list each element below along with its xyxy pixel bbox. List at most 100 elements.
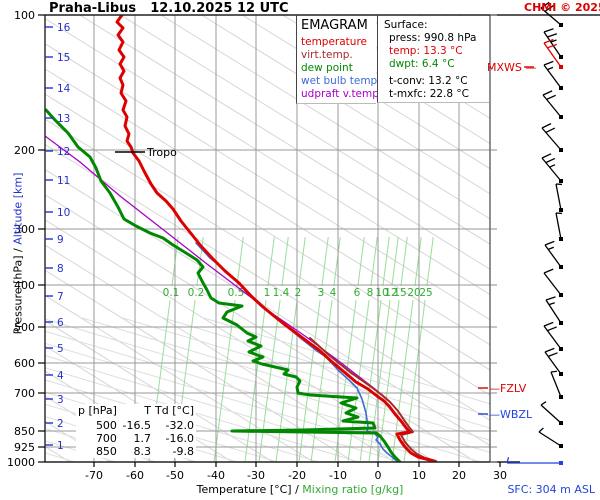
page-title: Praha-Libus 12.10.2025 12 UTC — [49, 1, 289, 16]
svg-text:1: 1 — [57, 440, 64, 452]
svg-text:-60: -60 — [126, 469, 144, 482]
temperature-axis: -70 -60 -50 -40 -30 -20 -10 0 10 20 30 — [85, 462, 507, 482]
svg-text:-50: -50 — [166, 469, 184, 482]
wind-barb — [543, 268, 563, 297]
svg-text:2: 2 — [57, 418, 64, 430]
sounding-curves — [45, 15, 437, 462]
svg-text:700: 700 — [14, 387, 35, 400]
svg-text:4: 4 — [57, 370, 64, 382]
svg-text:8: 8 — [367, 287, 374, 299]
svg-text:600: 600 — [14, 357, 35, 370]
wind-barb — [541, 153, 563, 183]
wind-barb-column — [506, 1, 563, 465]
cell-t-850: 8.3 — [133, 445, 152, 458]
svg-text:25: 25 — [419, 287, 432, 299]
surface-panel: Surface: press: 990.8 hPa temp: 13.3 °C … — [377, 16, 489, 103]
svg-text:-70: -70 — [85, 469, 103, 482]
cell-p-500: 500 — [95, 419, 117, 432]
table-row: 700 1.7 -16.0 — [76, 432, 196, 445]
wind-barb — [543, 38, 563, 69]
svg-text:100: 100 — [14, 9, 35, 22]
x-axis-title: Temperature [°C] / Mixing ratio [g/kg] — [150, 483, 450, 496]
svg-text:-30: -30 — [247, 469, 265, 482]
wind-barb — [550, 370, 563, 399]
table-row: 500 -16.5 -32.0 — [76, 419, 196, 432]
svg-text:6: 6 — [354, 287, 361, 299]
wind-barb — [540, 1, 563, 27]
station-name: Praha-Libus — [49, 1, 137, 16]
y-axis-separator: / — [11, 244, 25, 256]
credit-label: CHMI © 2025 — [524, 1, 600, 14]
wind-barb — [506, 457, 563, 465]
svg-text:4: 4 — [330, 287, 337, 299]
levels-table-header-row: p [hPa] T Td [°C] — [76, 404, 196, 419]
y-axis-pressure-label: Pressure [hPa] — [11, 255, 25, 335]
col-temp: T — [144, 404, 151, 417]
svg-text:8: 8 — [57, 263, 64, 275]
svg-text:925: 925 — [14, 441, 35, 454]
svg-text:13: 13 — [57, 113, 70, 125]
wind-barb — [545, 296, 563, 325]
svg-text:1000: 1000 — [7, 456, 35, 469]
wind-barb — [543, 28, 563, 59]
freezing-level-label: —FZLV — [489, 382, 527, 395]
svg-text:3: 3 — [318, 287, 325, 299]
svg-text:10: 10 — [412, 469, 426, 482]
svg-text:500: 500 — [14, 321, 35, 334]
max-wind-label: MXWS — — [487, 61, 537, 74]
legend-item-updraft: udpraft v.temp. — [301, 88, 383, 100]
wind-barb — [555, 183, 563, 212]
wind-barb — [540, 401, 563, 425]
surface-temp: temp: 13.3 °C — [389, 45, 463, 57]
wind-barb — [542, 90, 563, 119]
surface-tmxfc: t-mxfc: 22.8 °C — [389, 88, 469, 100]
legend-title: EMAGRAM — [301, 18, 368, 33]
svg-text:850: 850 — [14, 425, 35, 438]
svg-text:1: 1 — [264, 287, 271, 299]
svg-text:200: 200 — [14, 144, 35, 157]
y-axis-title: Pressure [hPa] / Altitude [km] — [12, 154, 25, 354]
altitude-axis: 16 15 14 13 12 11 10 9 8 7 6 5 4 3 2 1 — [45, 22, 71, 452]
svg-text:14: 14 — [57, 83, 71, 95]
sounding-datetime: 12.10.2025 12 UTC — [150, 1, 289, 16]
x-axis-temperature-label: Temperature [°C] — [196, 483, 292, 496]
y-axis-altitude-label: Altitude [km] — [11, 172, 25, 245]
wind-barb — [543, 60, 563, 90]
curve-temperature — [115, 15, 435, 462]
wind-barb — [541, 123, 563, 152]
wind-barb — [543, 321, 563, 351]
wind-barb — [538, 427, 563, 448]
svg-text:10: 10 — [57, 207, 70, 219]
svg-text:-40: -40 — [207, 469, 225, 482]
wind-barb — [544, 347, 563, 376]
wind-barb — [544, 240, 563, 269]
svg-text:6: 6 — [57, 317, 64, 329]
cell-td-500: -32.0 — [165, 419, 194, 432]
cell-td-850: -9.8 — [172, 445, 194, 458]
surface-title: Surface: — [384, 19, 428, 31]
svg-text:0.1: 0.1 — [163, 287, 180, 299]
legend-item-wet-bulb: wet bulb temp. — [301, 75, 381, 87]
svg-text:0: 0 — [375, 469, 382, 482]
svg-text:30: 30 — [493, 469, 507, 482]
levels-table: p [hPa] T Td [°C] 500 -16.5 -32.0 700 1.… — [76, 404, 196, 458]
surface-dewpoint: dwpt: 6.4 °C — [389, 58, 455, 70]
svg-text:-10: -10 — [329, 469, 347, 482]
curve-virt_temp — [309, 337, 437, 462]
svg-text:0.5: 0.5 — [228, 287, 245, 299]
plot-frame — [44, 14, 600, 463]
svg-text:3: 3 — [57, 394, 64, 406]
surface-tconv: t-conv: 13.2 °C — [389, 75, 468, 87]
svg-text:300: 300 — [14, 223, 35, 236]
cell-td-700: -16.0 — [165, 432, 194, 445]
svg-text:11: 11 — [57, 175, 70, 187]
cell-p-850: 850 — [95, 445, 117, 458]
table-row: 850 8.3 -9.8 — [76, 445, 196, 458]
svg-text:20: 20 — [452, 469, 466, 482]
svg-text:12: 12 — [57, 146, 70, 158]
wind-barb — [555, 212, 563, 241]
svg-text:1.4: 1.4 — [273, 287, 290, 299]
svg-text:9: 9 — [57, 234, 64, 246]
